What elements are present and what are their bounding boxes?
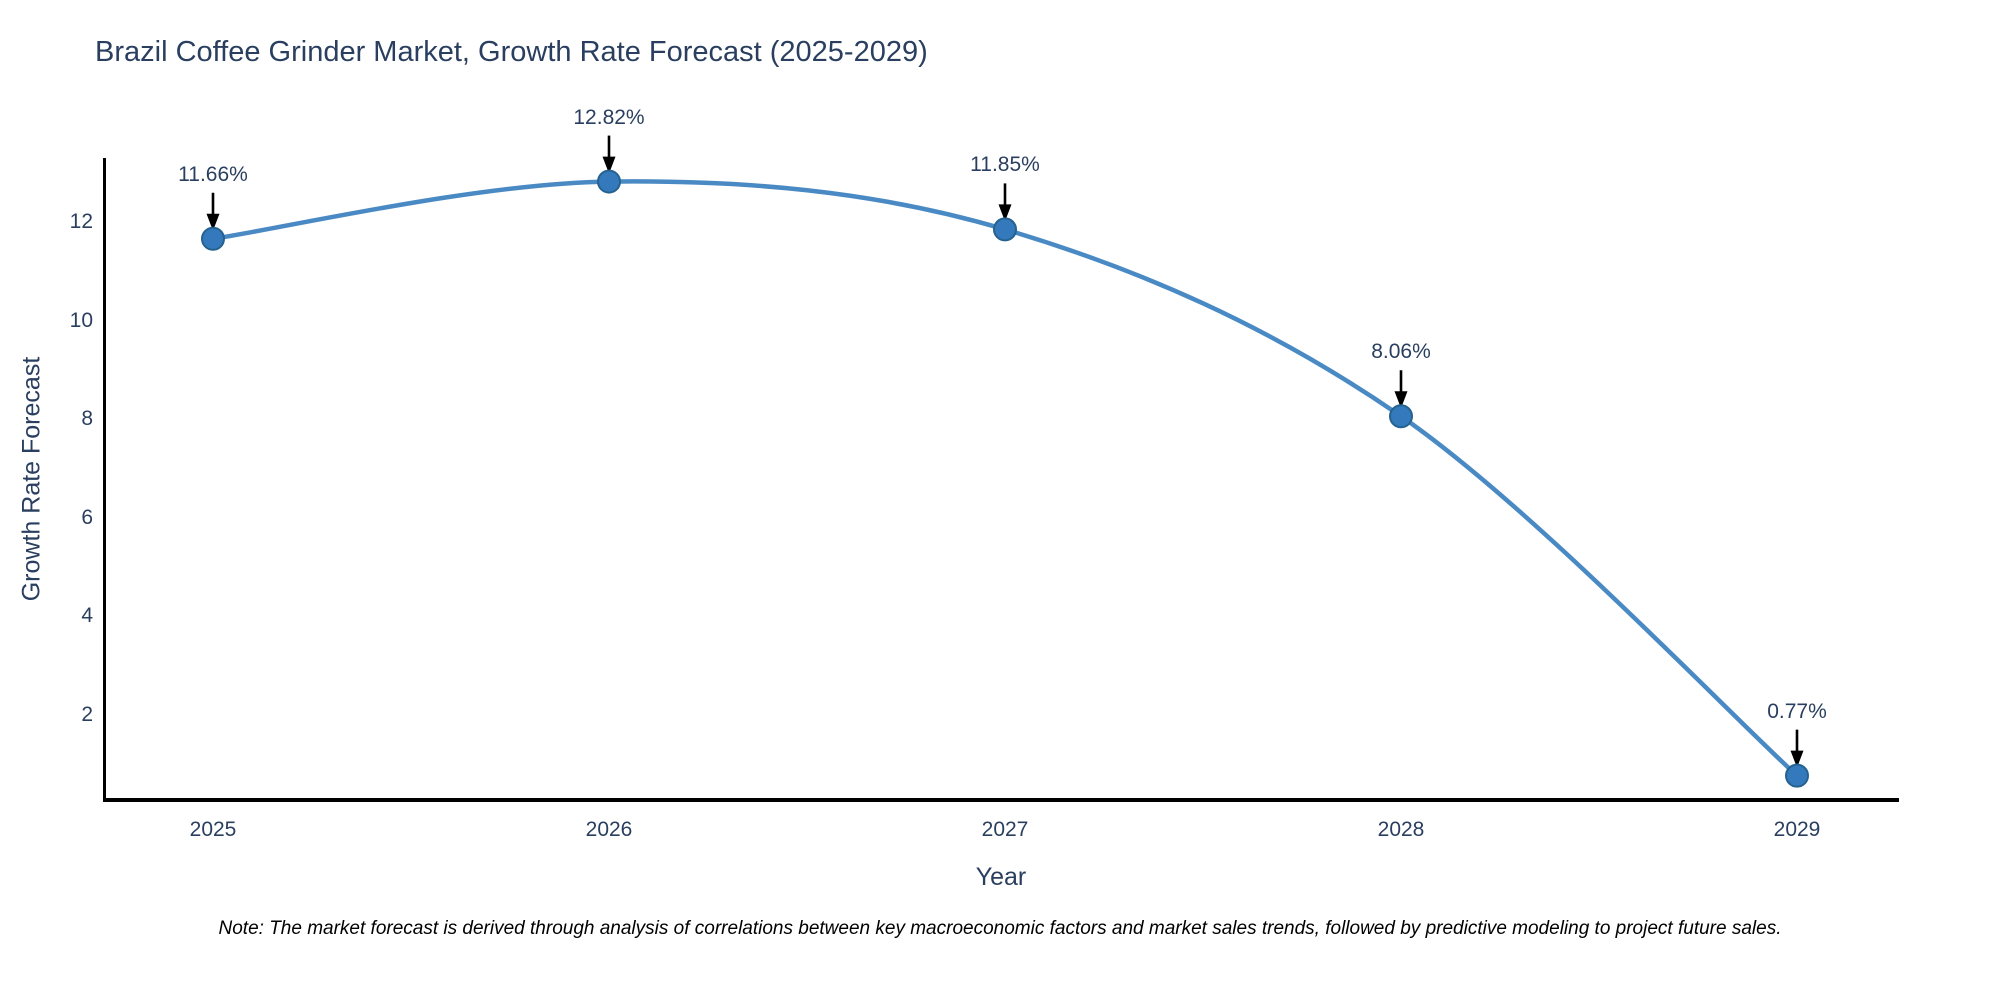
data-point-marker bbox=[1389, 404, 1413, 429]
annotation-arrowhead-icon bbox=[1394, 391, 1408, 409]
y-tick-label: 8 bbox=[81, 407, 93, 431]
y-tick-label: 10 bbox=[69, 308, 93, 332]
annotation-arrowhead-icon bbox=[1790, 750, 1804, 768]
point-value-label: 12.82% bbox=[573, 105, 645, 129]
y-axis-line bbox=[103, 158, 106, 802]
x-tick-label: 2025 bbox=[189, 818, 237, 841]
annotation-arrowhead-icon bbox=[998, 204, 1012, 222]
point-value-label: 11.85% bbox=[970, 153, 1040, 177]
x-axis-title: Year bbox=[975, 863, 1027, 891]
annotation-arrowhead-icon bbox=[602, 156, 616, 174]
x-tick-label: 2029 bbox=[1773, 818, 1821, 841]
x-tick-label: 2026 bbox=[585, 818, 633, 841]
y-tick-label: 2 bbox=[81, 703, 93, 726]
x-tick-label: 2027 bbox=[981, 818, 1029, 841]
point-value-label: 0.77% bbox=[1767, 699, 1827, 723]
chart-title: Brazil Coffee Grinder Market, Growth Rat… bbox=[95, 36, 928, 68]
x-axis-line bbox=[103, 798, 1899, 802]
x-tick-label: 2028 bbox=[1377, 818, 1425, 841]
point-value-label: 11.66% bbox=[178, 162, 248, 186]
y-tick-label: 12 bbox=[69, 210, 93, 233]
footnote: Note: The market forecast is derived thr… bbox=[218, 918, 1782, 939]
y-tick-label: 4 bbox=[81, 604, 93, 628]
data-point-marker bbox=[993, 217, 1017, 242]
data-point-marker bbox=[201, 226, 225, 251]
annotation-arrowhead-icon bbox=[206, 213, 220, 231]
trend-line bbox=[212, 179, 1799, 778]
point-value-label: 8.06% bbox=[1371, 340, 1431, 364]
data-point-marker bbox=[1785, 763, 1809, 788]
data-point-marker bbox=[597, 169, 621, 194]
y-tick-label: 6 bbox=[81, 505, 93, 529]
